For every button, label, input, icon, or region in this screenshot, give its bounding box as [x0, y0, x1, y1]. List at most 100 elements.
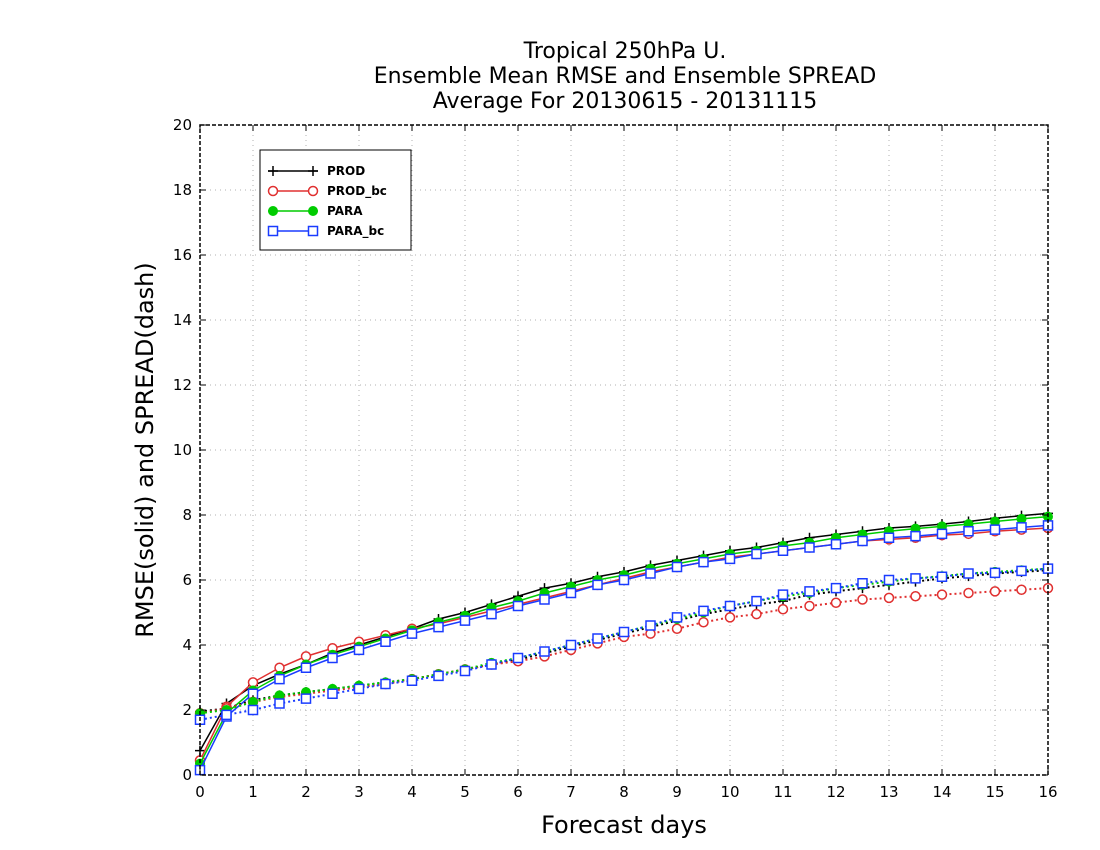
data-point-square: [592, 633, 603, 644]
data-point-plus: [308, 166, 318, 176]
data-point-square: [274, 698, 285, 709]
x-tick-label: 15: [985, 783, 1004, 801]
x-tick-label: 5: [460, 783, 470, 801]
data-point-square: [380, 636, 391, 647]
series-PROD_bc-solid: [194, 522, 1054, 766]
data-point-square: [777, 589, 789, 600]
grid: [200, 125, 1048, 775]
data-point-square: [910, 573, 921, 584]
series-lines: [194, 508, 1054, 776]
series-PARA_bc-solid: [194, 520, 1054, 776]
data-point-square: [300, 662, 312, 673]
data-point-circle: [751, 608, 762, 620]
data-point-square: [380, 678, 391, 690]
x-tick-label: 3: [354, 783, 364, 801]
chart-title-line-1: Tropical 250hPa U.: [523, 39, 727, 64]
data-point-dot: [308, 206, 318, 216]
x-tick-label: 9: [672, 783, 682, 801]
x-tick-label: 7: [566, 783, 576, 801]
data-point-square: [1016, 522, 1027, 533]
data-point-square: [512, 600, 524, 612]
data-point-circle: [804, 600, 815, 612]
data-point-square: [247, 704, 259, 716]
legend-label: PARA_bc: [327, 224, 384, 239]
data-point-square: [883, 532, 895, 543]
y-tick-label: 16: [173, 246, 192, 264]
data-point-square: [751, 548, 762, 560]
data-point-square: [751, 595, 762, 607]
x-axis-label: Forecast days: [541, 811, 707, 839]
x-tick-label: 10: [720, 783, 739, 801]
data-point-square: [883, 574, 895, 586]
data-point-circle: [698, 617, 709, 628]
series-line: [199, 524, 1049, 771]
data-point-plus: [268, 166, 278, 176]
data-point-circle: [724, 612, 736, 623]
series-line: [199, 567, 1049, 721]
data-point-square: [353, 644, 365, 656]
data-point-square: [989, 567, 1001, 579]
data-point-circle: [777, 604, 789, 615]
data-point-square: [857, 578, 868, 589]
data-point-circle: [936, 589, 948, 600]
y-tick-label: 14: [173, 311, 192, 329]
y-tick-label: 10: [173, 441, 192, 459]
y-tick-label: 8: [182, 506, 192, 524]
legend-item-PARA_bc: PARA_bc: [267, 224, 384, 239]
data-point-square: [353, 683, 365, 695]
data-point-square: [963, 526, 974, 537]
data-point-square: [221, 709, 232, 721]
data-point-circle: [963, 587, 974, 599]
data-point-square: [565, 639, 577, 651]
legend-label: PROD_bc: [327, 184, 387, 199]
data-point-square: [830, 539, 842, 550]
data-point-circle: [307, 185, 319, 197]
data-point-square: [539, 646, 550, 657]
chart-title-line-2: Ensemble Mean RMSE and Ensemble SPREAD: [374, 64, 877, 89]
data-point-square: [618, 626, 630, 638]
data-point-square: [645, 568, 656, 579]
x-tick-label: 8: [619, 783, 629, 801]
data-point-square: [512, 652, 524, 664]
data-point-circle: [671, 623, 683, 634]
x-tick-label: 6: [513, 783, 523, 801]
data-point-circle: [830, 597, 842, 608]
data-point-square: [936, 571, 948, 582]
data-point-square: [459, 665, 471, 677]
chart-title-line-3: Average For 20130615 - 20131115: [433, 89, 818, 114]
data-point-dot: [268, 206, 278, 216]
y-tick-label: 18: [173, 181, 192, 199]
data-point-circle: [989, 586, 1001, 597]
x-tick-label: 13: [879, 783, 898, 801]
legend-label: PARA: [327, 204, 363, 218]
x-tick-label: 16: [1038, 783, 1057, 801]
legend-item-PROD: PROD: [268, 164, 365, 178]
data-point-circle: [1016, 584, 1027, 595]
data-point-square: [274, 673, 285, 685]
data-point-square: [698, 556, 709, 568]
data-point-circle: [910, 591, 921, 602]
data-point-square: [1016, 565, 1027, 577]
legend-item-PROD_bc: PROD_bc: [267, 184, 387, 199]
y-tick-label: 6: [182, 571, 192, 589]
data-point-square: [963, 568, 974, 579]
data-point-square: [910, 530, 921, 542]
data-point-square: [307, 225, 319, 237]
x-tick-label: 14: [932, 783, 951, 801]
y-axis-label: RMSE(solid) and SPREAD(dash): [131, 262, 159, 638]
data-point-square: [857, 535, 868, 547]
axis-ticks: 0 1 2 3 4 5 6 7 8 9 10 11 12 13 14 15 160246810121416182…: [173, 116, 1058, 801]
x-tick-label: 4: [407, 783, 417, 801]
data-point-square: [671, 561, 683, 573]
data-point-square: [486, 608, 497, 620]
data-point-square: [989, 524, 1001, 535]
data-point-square: [459, 615, 471, 626]
y-tick-label: 4: [182, 636, 192, 654]
data-point-square: [804, 586, 815, 597]
data-point-square: [486, 659, 497, 670]
data-point-square: [777, 545, 789, 556]
x-tick-label: 0: [195, 783, 205, 801]
data-point-square: [539, 594, 550, 605]
chart-title: Tropical 250hPa U. Ensemble Mean RMSE an…: [374, 39, 877, 114]
